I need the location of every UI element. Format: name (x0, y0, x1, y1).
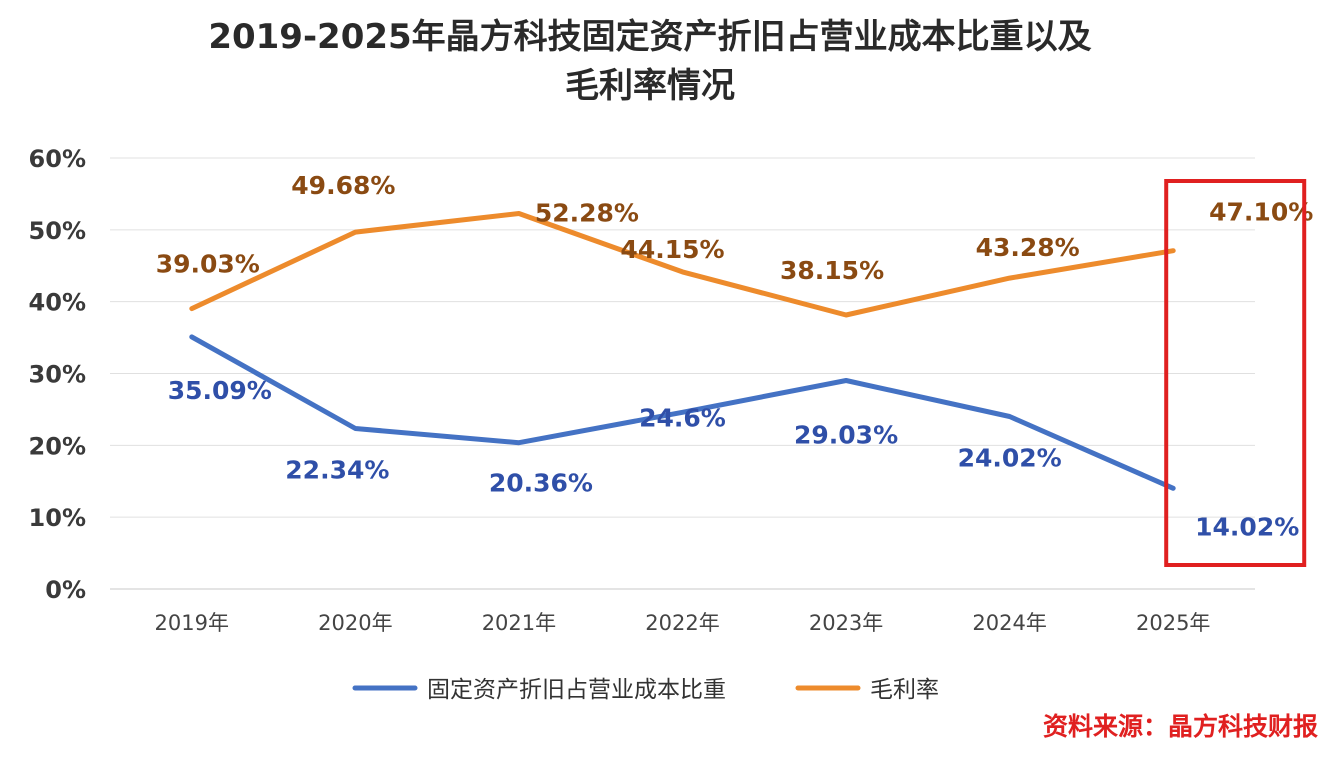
y-tick-label: 30% (29, 361, 86, 389)
y-axis-ticks: 0% 10% 20% 30% 40% 50% 60% (29, 145, 86, 604)
series-line-2 (189, 211, 1176, 318)
data-labels: 35.09% 22.34% 20.36% 24.6% 29.03% 24.02% 14.02… (156, 171, 1314, 541)
data-label: 52.28% (535, 198, 639, 227)
data-label: 20.36% (489, 469, 593, 498)
source-note: 资料来源：晶方科技财报 (1043, 712, 1318, 741)
series-line-1 (189, 334, 1176, 491)
data-label: 38.15% (780, 256, 884, 285)
data-label: 29.03% (794, 420, 898, 449)
y-tick-label: 10% (29, 504, 86, 532)
data-label: 24.6% (639, 403, 726, 432)
data-label: 35.09% (168, 376, 272, 405)
gridlines (110, 157, 1255, 590)
data-label: 24.02% (958, 443, 1062, 472)
series-lines (189, 211, 1176, 491)
y-tick-label: 0% (45, 576, 86, 604)
data-label: 47.10% (1209, 198, 1313, 227)
y-tick-label: 50% (29, 217, 86, 245)
legend-label: 毛利率 (870, 677, 939, 703)
y-tick-label: 60% (29, 145, 86, 173)
data-label: 14.02% (1195, 512, 1299, 541)
x-tick-label: 2024年 (972, 611, 1046, 635)
x-tick-label: 2021年 (482, 611, 556, 635)
legend-label: 固定资产折旧占营业成本比重 (427, 677, 726, 703)
data-label: 39.03% (156, 250, 260, 279)
data-label: 22.34% (285, 456, 389, 485)
x-tick-label: 2025年 (1136, 611, 1210, 635)
data-label: 44.15% (620, 235, 724, 264)
y-tick-label: 40% (29, 289, 86, 317)
data-label: 49.68% (291, 171, 395, 200)
legend: 固定资产折旧占营业成本比重 毛利率 (352, 677, 939, 703)
y-tick-label: 20% (29, 432, 86, 460)
chart-title-line2: 毛利率情况 (565, 66, 735, 106)
chart-title-line1: 2019-2025年晶方科技固定资产折旧占营业成本比重以及 (208, 17, 1091, 57)
x-axis-ticks: 2019年 2020年 2021年 2022年 2023年 2024年 2025年 (155, 611, 1211, 635)
data-label: 43.28% (976, 233, 1080, 262)
x-tick-label: 2023年 (809, 611, 883, 635)
highlight-box (1164, 179, 1307, 567)
x-tick-label: 2020年 (318, 611, 392, 635)
x-tick-label: 2022年 (645, 611, 719, 635)
x-tick-label: 2019年 (155, 611, 229, 635)
